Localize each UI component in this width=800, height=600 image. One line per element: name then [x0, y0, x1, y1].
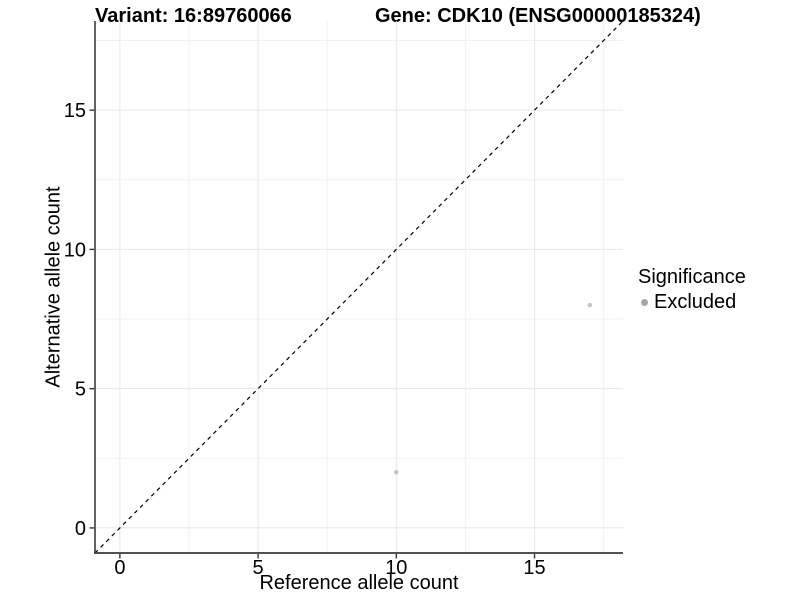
y-tick-label: 10 [64, 239, 86, 261]
x-tick-label: 5 [253, 557, 264, 579]
y-tick-label: 5 [75, 379, 86, 401]
y-axis-label: Alternative allele count [42, 186, 65, 388]
y-tick-label: 0 [75, 518, 86, 540]
plot-title-gene: Gene: CDK10 (ENSG00000185324) [375, 5, 701, 27]
x-axis-label: Reference allele count [259, 572, 459, 594]
legend-item-label: Excluded [654, 291, 737, 313]
data-point [394, 470, 399, 475]
legend-item-excluded: Excluded [638, 291, 746, 313]
legend: Significance Excluded [638, 266, 746, 313]
y-tick-label: 15 [64, 100, 86, 122]
x-tick-label: 15 [523, 557, 545, 579]
x-tick-label: 10 [385, 557, 407, 579]
x-tick-label: 0 [114, 557, 125, 579]
legend-point-icon [641, 298, 648, 306]
data-point [587, 302, 593, 308]
legend-title: Significance [638, 266, 746, 288]
plot-title-variant: Variant: 16:89760066 [95, 5, 292, 27]
identity-line [94, 20, 624, 554]
